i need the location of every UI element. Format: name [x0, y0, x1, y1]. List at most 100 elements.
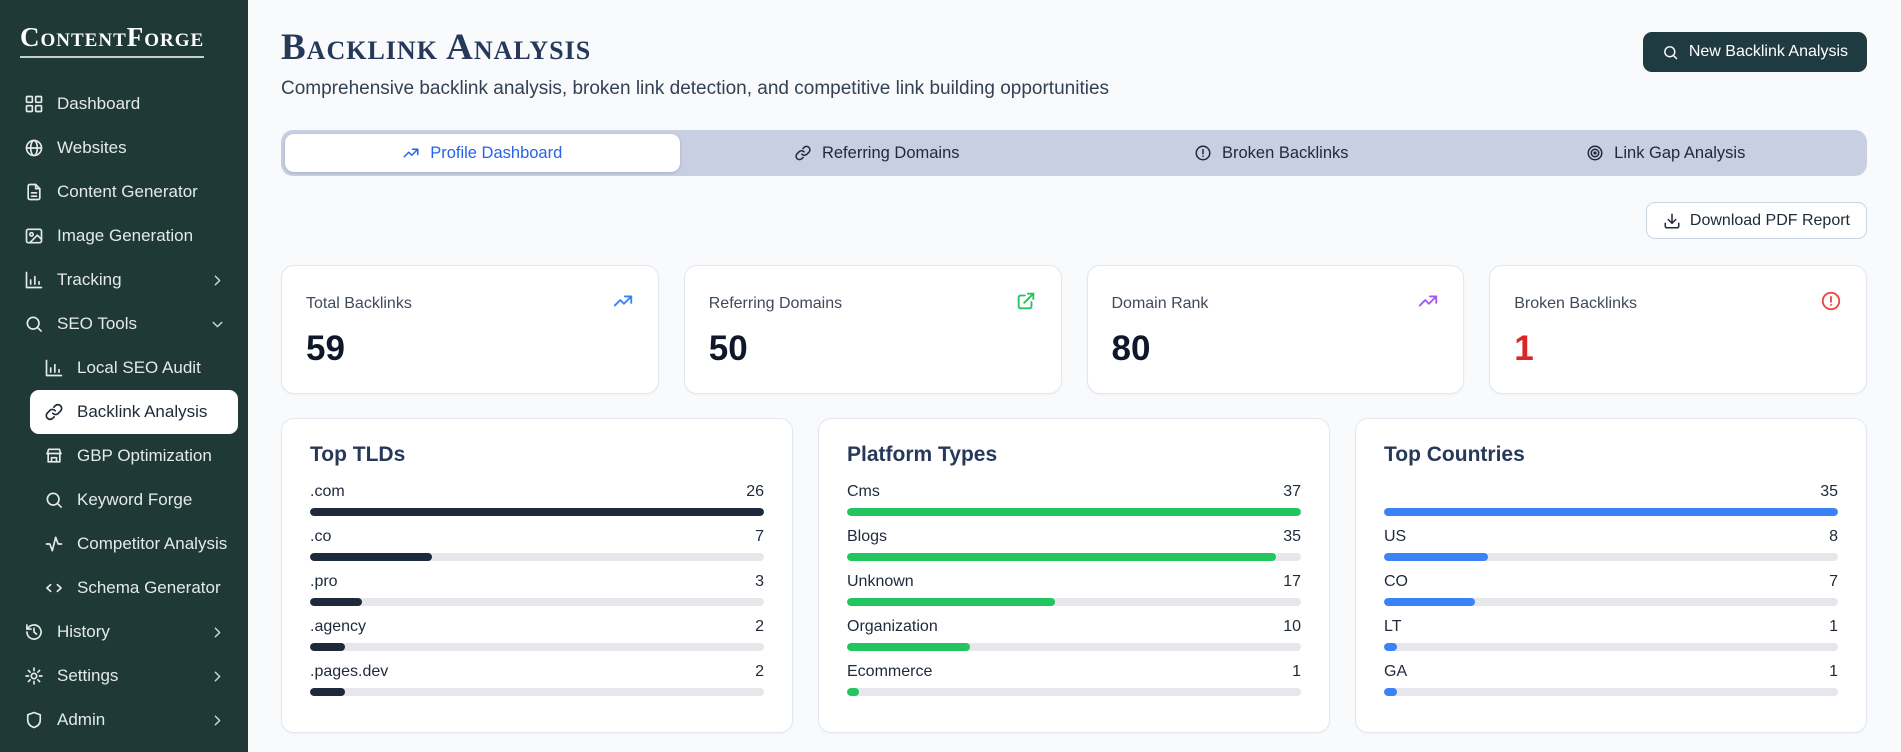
- sidebar-item-dashboard[interactable]: Dashboard: [10, 82, 238, 126]
- stat-value: 59: [306, 329, 345, 368]
- sidebar-item-tracking[interactable]: Tracking: [10, 258, 238, 302]
- stat-card-header: Referring Domains: [709, 290, 1037, 317]
- chevron-right-icon: [209, 712, 226, 729]
- bar-track: [847, 508, 1301, 516]
- chart-row: Blogs 35: [847, 528, 1301, 561]
- chart-row: 35: [1384, 483, 1838, 516]
- bar-row-header: LT 1: [1384, 618, 1838, 637]
- tab-referring-domains[interactable]: Referring Domains: [680, 134, 1075, 172]
- sidebar-nav: Dashboard Websites Content Generator Image …: [0, 82, 248, 742]
- sidebar-item-history[interactable]: History: [10, 610, 238, 654]
- bar-row-header: CO 7: [1384, 573, 1838, 592]
- trending-up-icon: [1417, 290, 1439, 312]
- sidebar-item-label: Dashboard: [57, 94, 141, 113]
- download-icon: [1663, 212, 1681, 230]
- tab-profile-dashboard[interactable]: Profile Dashboard: [285, 134, 680, 172]
- tab-link-gap-analysis[interactable]: Link Gap Analysis: [1469, 134, 1864, 172]
- sidebar-item-label: SEO Tools: [57, 314, 138, 333]
- external-link-icon: [1015, 290, 1037, 312]
- bar-value: 7: [1829, 573, 1838, 590]
- charts-row: Top TLDs .com 26 .co 7 .pro 3 .agency 2 .pages.de…: [281, 418, 1867, 733]
- bar-value: 17: [1283, 573, 1301, 590]
- chevron-down-icon: [209, 316, 226, 333]
- link-icon: [44, 402, 64, 422]
- tab-broken-backlinks[interactable]: Broken Backlinks: [1074, 134, 1469, 172]
- sidebar-item-admin[interactable]: Admin: [10, 698, 238, 742]
- bar-track: [1384, 598, 1838, 606]
- bar-fill: [1384, 598, 1475, 606]
- sidebar-item-competitor-analysis[interactable]: Competitor Analysis: [30, 522, 238, 566]
- new-backlink-analysis-label: New Backlink Analysis: [1688, 43, 1848, 60]
- download-pdf-button[interactable]: Download PDF Report: [1645, 202, 1867, 239]
- bar-row-header: .agency 2: [310, 618, 764, 637]
- shield-icon: [24, 710, 44, 730]
- bar-label: Ecommerce: [847, 663, 933, 680]
- chevron-right-icon: [209, 668, 226, 685]
- bar-label: US: [1384, 528, 1407, 545]
- grid-icon: [24, 94, 44, 114]
- bar-fill: [847, 508, 1301, 516]
- stat-card-total-backlinks: Total Backlinks 59: [281, 265, 659, 394]
- bar-track: [310, 643, 764, 651]
- bar-value: 1: [1829, 663, 1838, 680]
- bar-value: 8: [1829, 528, 1838, 545]
- bar-label: .pro: [310, 573, 338, 590]
- page-header: Backlink Analysis Comprehensive backlink…: [281, 26, 1867, 100]
- bar-fill: [310, 643, 345, 651]
- sidebar-item-backlink-analysis[interactable]: Backlink Analysis: [30, 390, 238, 434]
- chart-row: CO 7: [1384, 573, 1838, 606]
- sidebar-item-label: Backlink Analysis: [77, 402, 208, 421]
- sidebar-item-settings[interactable]: Settings: [10, 654, 238, 698]
- tab-label: Profile Dashboard: [430, 143, 563, 162]
- sidebar-item-label: Local SEO Audit: [77, 358, 201, 377]
- bar-fill: [1384, 553, 1488, 561]
- chart-row: LT 1: [1384, 618, 1838, 651]
- settings-icon: [24, 666, 44, 686]
- sidebar-item-websites[interactable]: Websites: [10, 126, 238, 170]
- sidebar-item-label: Image Generation: [57, 226, 194, 245]
- sidebar-item-gbp-optimization[interactable]: GBP Optimization: [30, 434, 238, 478]
- chart-row: Organization 10: [847, 618, 1301, 651]
- chart-row: .agency 2: [310, 618, 764, 651]
- sidebar-item-label: Keyword Forge: [77, 490, 193, 509]
- bar-value: 37: [1283, 483, 1301, 500]
- page-subtitle: Comprehensive backlink analysis, broken …: [281, 78, 1110, 99]
- bar-label: .com: [310, 483, 345, 500]
- page-header-text: Backlink Analysis Comprehensive backlink…: [281, 26, 1109, 100]
- sidebar-item-image-generation[interactable]: Image Generation: [10, 214, 238, 258]
- new-backlink-analysis-button[interactable]: New Backlink Analysis: [1642, 32, 1867, 72]
- bar-track: [847, 643, 1301, 651]
- sidebar-item-content-generator[interactable]: Content Generator: [10, 170, 238, 214]
- bar-fill: [847, 688, 860, 696]
- sidebar-item-seo-tools[interactable]: SEO Tools: [10, 302, 238, 346]
- stat-value: 50: [708, 329, 748, 368]
- sidebar-item-keyword-forge[interactable]: Keyword Forge: [30, 478, 238, 522]
- sidebar-item-schema-generator[interactable]: Schema Generator: [30, 566, 238, 610]
- bar-row-header: 35: [1384, 483, 1838, 502]
- sidebar-item-local-seo-audit[interactable]: Local SEO Audit: [30, 346, 238, 390]
- chart-row: Unknown 17: [847, 573, 1301, 606]
- chart-row: Cms 37: [847, 483, 1301, 516]
- bar-track: [1384, 643, 1838, 651]
- bar-track: [310, 598, 764, 606]
- tab-bar: Profile Dashboard Referring Domains Broken…: [281, 130, 1867, 176]
- bar-track: [1384, 688, 1838, 696]
- stat-card-domain-rank: Domain Rank 80: [1086, 265, 1465, 394]
- bar-fill: [1384, 643, 1398, 651]
- stat-value: 80: [1111, 329, 1151, 368]
- bar-value: 35: [1820, 483, 1838, 500]
- bar-value: 2: [755, 663, 764, 680]
- stats-row: Total Backlinks 59 Referring Domains 50 Doma…: [281, 265, 1867, 394]
- search-icon: [1662, 44, 1679, 61]
- bar-value: 35: [1283, 528, 1301, 545]
- search-icon: [44, 490, 64, 510]
- alert-circle-icon: [1194, 144, 1212, 162]
- chart-row: .pro 3: [310, 573, 764, 606]
- main-content: Backlink Analysis Comprehensive backlink…: [248, 0, 1901, 752]
- bar-track: [1384, 553, 1838, 561]
- bar-value: 1: [1292, 663, 1301, 680]
- stat-label: Broken Backlinks: [1514, 294, 1637, 312]
- chart-row: Ecommerce 1: [847, 663, 1301, 696]
- chart-title: Platform Types: [847, 443, 998, 466]
- tab-label: Broken Backlinks: [1221, 143, 1349, 162]
